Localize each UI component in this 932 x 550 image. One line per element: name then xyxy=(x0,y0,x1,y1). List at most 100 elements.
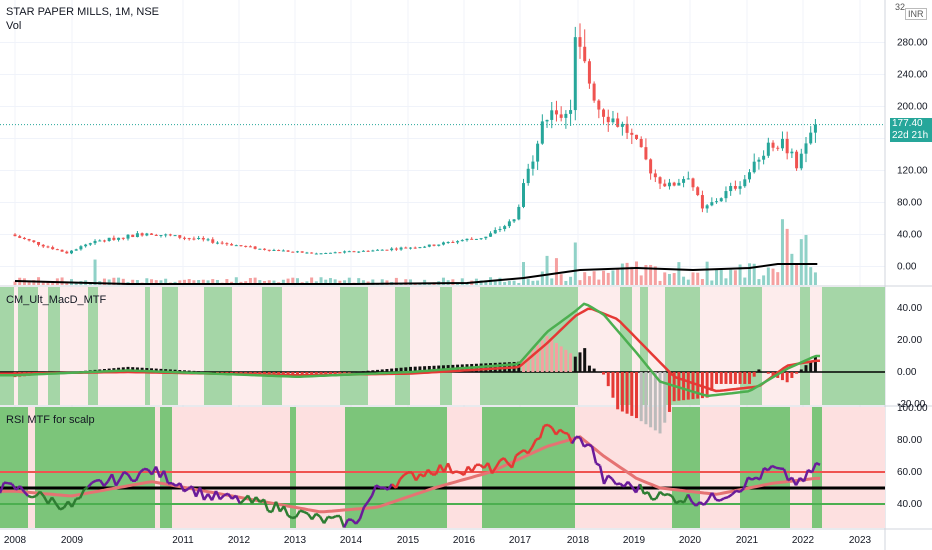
time-tick-label: 2021 xyxy=(736,535,759,546)
macd-hist-bar xyxy=(399,367,403,372)
rsi-segment xyxy=(422,468,430,478)
time-tick-label: 2017 xyxy=(509,535,532,546)
macd-hist-bar xyxy=(234,372,238,374)
volume-bar xyxy=(498,277,502,285)
candle-body xyxy=(46,246,50,248)
macd-hist-bar xyxy=(385,369,389,372)
rsi-pane-title[interactable]: RSI MTF for scalp xyxy=(6,414,95,426)
macd-hist-bar xyxy=(338,372,342,374)
candle-body xyxy=(686,178,690,180)
rsi-segment xyxy=(563,431,569,435)
volume-bar xyxy=(554,258,558,285)
rsi-segment xyxy=(358,506,366,520)
candle-body xyxy=(263,248,267,250)
candle-body xyxy=(550,110,554,120)
macd-hist-bar xyxy=(809,360,813,372)
rsi-segment xyxy=(530,439,538,449)
macd-hist-bar xyxy=(597,371,601,373)
symbol-title[interactable]: STAR PAPER MILLS, 1M, NSE xyxy=(6,6,160,18)
candle-body xyxy=(102,240,106,242)
candle-body xyxy=(498,229,502,231)
macd-hist-bar xyxy=(173,369,177,372)
macd-hist-bar xyxy=(738,372,742,384)
volume-bar xyxy=(286,278,290,285)
macd-hist-bar xyxy=(724,372,728,384)
rsi-segment xyxy=(355,518,361,525)
rsi-segment xyxy=(451,470,457,475)
macd-hist-bar xyxy=(653,372,657,431)
macd-hist-bar xyxy=(201,371,205,372)
rsi-segment xyxy=(70,498,78,508)
candle-body xyxy=(324,252,328,254)
candle-body xyxy=(460,240,464,242)
candle-body xyxy=(658,177,662,184)
candle-body xyxy=(427,244,431,247)
rsi-segment xyxy=(775,466,781,470)
time-tick-label: 2012 xyxy=(228,535,251,546)
volume-bar xyxy=(197,280,201,285)
volume-bar xyxy=(766,267,770,285)
macd-zone xyxy=(762,287,800,405)
volume-bar xyxy=(649,264,653,285)
volume-bar xyxy=(343,280,347,285)
volume-bar xyxy=(691,272,695,285)
rsi-segment xyxy=(118,471,126,480)
volume-bar xyxy=(540,271,544,285)
volume-bar xyxy=(545,255,549,285)
candle-body xyxy=(710,202,714,206)
price-tick-label: 0.00 xyxy=(897,262,917,273)
rsi-segment xyxy=(494,459,502,468)
rsi-segment xyxy=(91,479,97,484)
candle-body xyxy=(583,46,587,62)
rsi-segment xyxy=(123,470,129,476)
volume-bar xyxy=(164,278,168,285)
volume-bar xyxy=(752,263,756,285)
macd-line xyxy=(0,302,820,398)
currency-label[interactable]: INR xyxy=(905,8,927,20)
candle-body xyxy=(441,242,445,245)
macd-zone xyxy=(145,287,150,405)
candle-body xyxy=(540,121,544,144)
candle-body xyxy=(804,143,808,154)
macd-hist-bar xyxy=(206,371,210,373)
candle-body xyxy=(239,245,243,247)
candle-body xyxy=(700,195,704,209)
rsi-segment xyxy=(59,506,65,511)
volume-bar xyxy=(27,281,31,285)
candle-body xyxy=(84,244,88,247)
macd-hist-bar xyxy=(366,370,370,372)
rsi-segment xyxy=(282,505,290,517)
last-price-tag: 177.40 22d 21h xyxy=(890,118,932,142)
rsi-segment xyxy=(78,489,86,499)
volume-bar xyxy=(385,280,389,285)
rsi-segment xyxy=(607,474,613,480)
macd-pane-title[interactable]: CM_Ult_MacD_MTF xyxy=(6,294,107,306)
macd-hist-bar xyxy=(347,372,351,373)
macd-hist-bar xyxy=(324,372,328,375)
candle-body xyxy=(343,251,347,253)
candle-body xyxy=(813,124,817,133)
candle-body xyxy=(93,240,97,244)
volume-bar xyxy=(635,261,638,285)
macd-zone xyxy=(800,287,810,405)
volume-bar xyxy=(705,261,709,285)
time-tick-label: 2019 xyxy=(623,535,646,546)
rsi-segment xyxy=(610,477,618,486)
macd-hist-bar xyxy=(639,372,643,422)
candle-body xyxy=(554,110,558,115)
currency-prefix: 32 xyxy=(895,2,906,12)
price-candles[interactable] xyxy=(0,23,885,255)
candle-body xyxy=(253,246,257,249)
candle-body xyxy=(248,246,252,248)
candle-body xyxy=(776,147,780,149)
candle-body xyxy=(762,155,766,160)
macd-hist-bar xyxy=(394,368,398,372)
candle-body xyxy=(423,246,427,248)
macd-hist-bar xyxy=(700,372,704,399)
rsi-zone xyxy=(575,407,672,528)
volume-bar xyxy=(310,277,314,285)
volume-bar xyxy=(672,273,676,285)
volume-bar xyxy=(776,272,780,285)
volume-bars xyxy=(13,219,818,285)
